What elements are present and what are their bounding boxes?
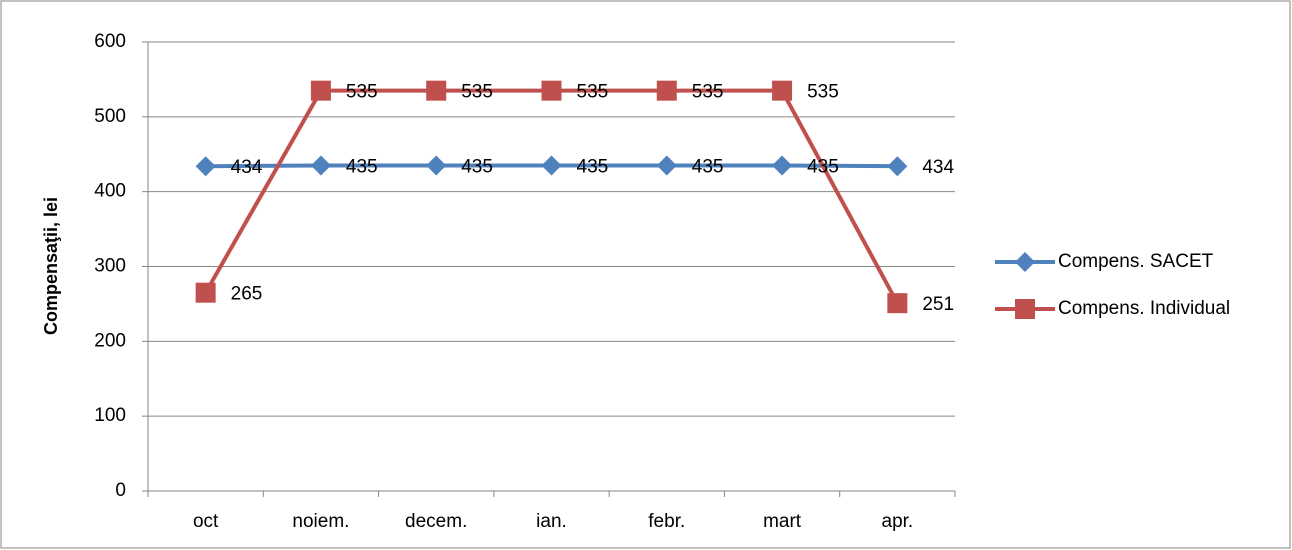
data-label: 435 [461,156,493,177]
x-tick-label: oct [193,511,219,532]
data-label: 265 [231,284,263,305]
marker [887,156,908,177]
data-label: 435 [346,156,378,177]
marker [1015,252,1035,272]
marker [772,155,793,176]
y-tick-label: 500 [94,106,126,127]
x-tick-label: ian. [536,511,567,532]
y-tick-label: 200 [94,330,126,351]
legend-label: Compens. Individual [1058,298,1230,319]
data-label: 251 [922,294,954,315]
marker [195,282,216,303]
marker [541,80,562,101]
data-label: 535 [461,82,493,103]
x-tick-label: noiem. [292,511,349,532]
data-label: 435 [692,156,724,177]
y-tick-label: 0 [115,480,126,501]
x-tick-label: febr. [648,511,685,532]
marker [426,80,447,101]
marker [310,80,331,101]
marker [656,155,677,176]
x-tick-label: apr. [882,511,914,532]
y-axis-label: Compensaţii, lei [41,197,61,335]
y-tick-label: 100 [94,405,126,426]
data-label: 535 [807,82,839,103]
marker [426,155,447,176]
y-tick-label: 400 [94,181,126,202]
marker [310,155,331,176]
data-label: 535 [577,82,609,103]
y-tick-label: 300 [94,256,126,277]
marker [195,156,216,177]
data-label: 434 [922,157,954,178]
data-label: 535 [692,82,724,103]
data-label: 435 [807,156,839,177]
data-label: 435 [577,156,609,177]
data-label: 434 [231,157,263,178]
y-tick-label: 600 [94,31,126,52]
marker [656,80,677,101]
data-label: 535 [346,82,378,103]
legend-label: Compens. SACET [1058,251,1214,272]
x-tick-label: mart [763,511,802,532]
marker [772,80,793,101]
marker [541,155,562,176]
marker [887,293,908,314]
marker [1015,299,1035,319]
x-tick-label: decem. [405,511,467,532]
